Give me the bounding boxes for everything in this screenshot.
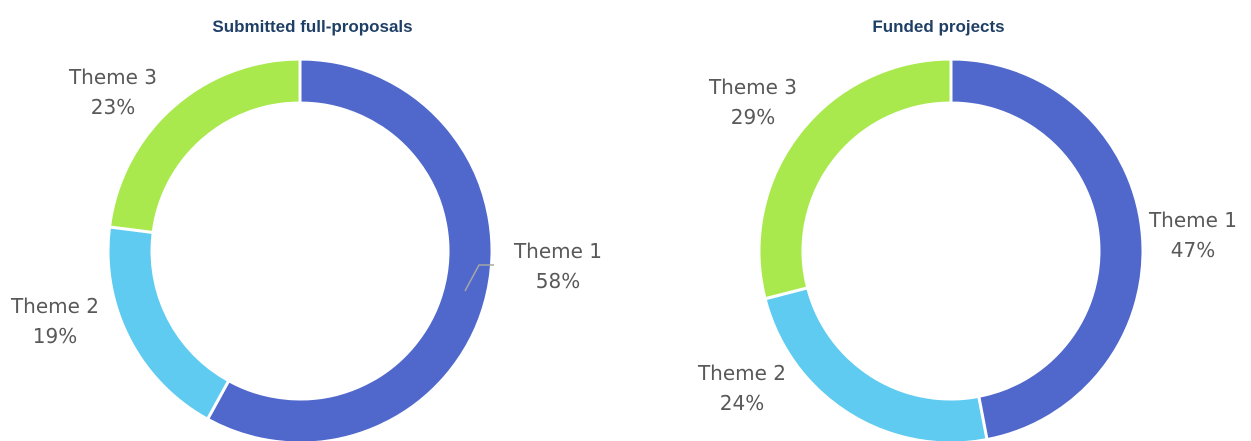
slice-label-percent: 47% bbox=[1171, 238, 1215, 262]
donut-chart-svg: Theme 1 58% Theme 2 19% Theme 3 23% bbox=[10, 57, 602, 441]
slice-label-theme-3: Theme 3 23% bbox=[68, 65, 157, 119]
slice-label-percent: 23% bbox=[91, 95, 135, 119]
slice-label-name: Theme 1 bbox=[513, 239, 602, 263]
slice-label-theme-2: Theme 2 19% bbox=[10, 294, 99, 348]
donut-slice-theme-2 bbox=[106, 225, 231, 422]
donut-slice-theme-1 bbox=[205, 57, 494, 441]
donut-slice-theme-3 bbox=[757, 57, 953, 301]
slice-label-theme-1: Theme 1 47% bbox=[1148, 208, 1237, 262]
slice-label-theme-2: Theme 2 24% bbox=[697, 361, 786, 415]
slice-label-name: Theme 1 bbox=[1148, 208, 1237, 232]
donut-chart-svg: Theme 1 47% Theme 2 24% Theme 3 29% bbox=[697, 57, 1237, 441]
slice-label-percent: 29% bbox=[731, 105, 775, 129]
slice-label-theme-1: Theme 1 58% bbox=[513, 239, 602, 293]
slice-label-theme-3: Theme 3 29% bbox=[708, 75, 797, 129]
leader-line bbox=[464, 264, 494, 292]
slice-label-name: Theme 3 bbox=[68, 65, 157, 89]
slice-label-name: Theme 3 bbox=[708, 75, 797, 99]
slice-label-percent: 58% bbox=[536, 269, 580, 293]
slice-label-percent: 24% bbox=[720, 391, 764, 415]
donut-chart-funded: Funded projects Theme 1 47% Theme 2 24% Them… bbox=[626, 0, 1251, 441]
donut-slice-theme-3 bbox=[107, 57, 302, 235]
donut-slice-theme-1 bbox=[949, 57, 1145, 441]
donut-slice-theme-2 bbox=[763, 285, 989, 441]
slice-label-percent: 19% bbox=[33, 324, 77, 348]
chart-title: Funded projects bbox=[872, 17, 1005, 36]
chart-title: Submitted full-proposals bbox=[212, 17, 413, 36]
donut-chart-submitted: Submitted full-proposals Theme 1 58% Theme… bbox=[0, 0, 625, 441]
slice-label-name: Theme 2 bbox=[10, 294, 99, 318]
slice-label-name: Theme 2 bbox=[697, 361, 786, 385]
